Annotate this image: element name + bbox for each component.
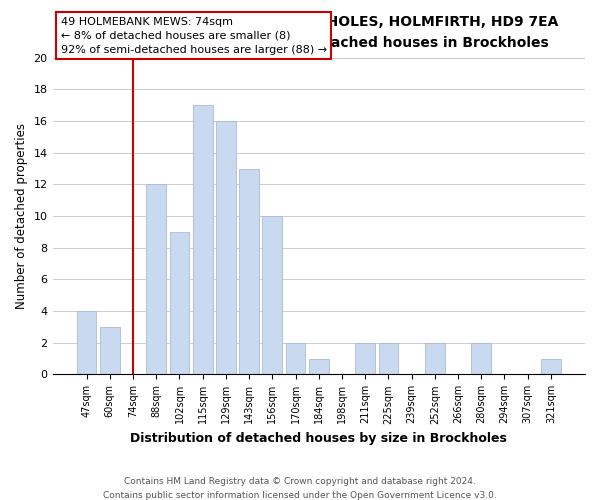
Bar — [472, 343, 491, 374]
Bar — [379, 343, 398, 374]
Bar — [170, 232, 190, 374]
Bar — [262, 216, 282, 374]
Bar — [146, 184, 166, 374]
Bar — [541, 358, 561, 374]
Text: 49 HOLMEBANK MEWS: 74sqm
← 8% of detached houses are smaller (8)
92% of semi-det: 49 HOLMEBANK MEWS: 74sqm ← 8% of detache… — [61, 16, 326, 54]
Bar — [193, 105, 212, 374]
Bar — [100, 327, 119, 374]
Bar — [239, 168, 259, 374]
Bar — [355, 343, 375, 374]
X-axis label: Distribution of detached houses by size in Brockholes: Distribution of detached houses by size … — [130, 432, 507, 445]
Text: Contains HM Land Registry data © Crown copyright and database right 2024.
Contai: Contains HM Land Registry data © Crown c… — [103, 478, 497, 500]
Bar — [77, 311, 97, 374]
Y-axis label: Number of detached properties: Number of detached properties — [15, 123, 28, 309]
Bar — [425, 343, 445, 374]
Bar — [309, 358, 329, 374]
Bar — [286, 343, 305, 374]
Bar — [216, 121, 236, 374]
Title: 49, HOLMEBANK MEWS, BROCKHOLES, HOLMFIRTH, HD9 7EA
Size of property relative to : 49, HOLMEBANK MEWS, BROCKHOLES, HOLMFIRT… — [80, 15, 558, 50]
